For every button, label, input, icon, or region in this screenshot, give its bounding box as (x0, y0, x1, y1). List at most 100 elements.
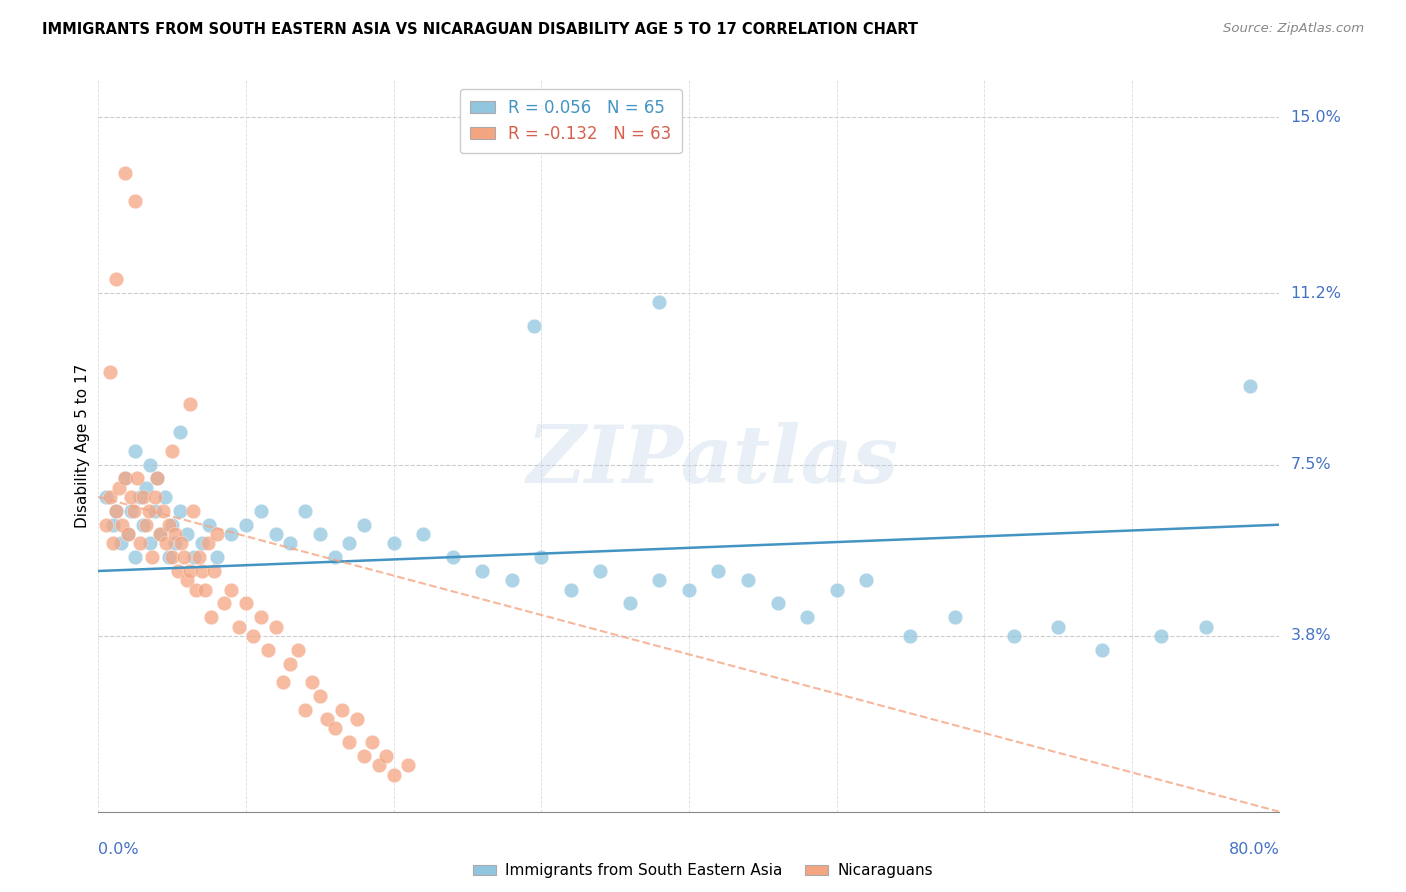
Point (560, 582, 582, 597)
Point (309, 527, 332, 541)
Point (678, 582, 700, 597)
Point (648, 295, 671, 310)
Point (412, 527, 434, 541)
Point (197, 536, 219, 550)
Point (103, 536, 125, 550)
Point (316, 712, 339, 726)
Point (149, 527, 172, 541)
Point (337, 536, 360, 550)
Point (155, 536, 177, 550)
Point (135, 481, 157, 495)
Point (128, 536, 150, 550)
Point (157, 517, 180, 532)
Point (162, 443, 183, 458)
Point (382, 767, 405, 781)
Point (191, 564, 214, 578)
Point (152, 504, 174, 518)
Text: 3.8%: 3.8% (1291, 628, 1331, 643)
Point (278, 536, 302, 550)
Point (194, 582, 217, 597)
Point (146, 471, 169, 485)
Point (170, 536, 193, 550)
Text: ZIPatlas: ZIPatlas (526, 422, 898, 500)
Point (337, 735, 360, 749)
Point (139, 536, 162, 550)
Point (200, 610, 222, 624)
Point (108, 481, 131, 495)
Point (162, 550, 183, 565)
Point (179, 397, 201, 411)
Legend: R = 0.056   N = 65, R = -0.132   N = 63: R = 0.056 N = 65, R = -0.132 N = 63 (460, 88, 682, 153)
Point (169, 425, 191, 439)
Point (589, 564, 612, 578)
Point (441, 550, 464, 565)
Point (212, 596, 235, 610)
Point (250, 610, 273, 624)
Point (294, 703, 316, 717)
Text: 15.0%: 15.0% (1291, 110, 1341, 125)
Point (124, 194, 146, 208)
Text: IMMIGRANTS FROM SOUTH EASTERN ASIA VS NICARAGUAN DISABILITY AGE 5 TO 17 CORRELAT: IMMIGRANTS FROM SOUTH EASTERN ASIA VS NI… (42, 22, 918, 37)
Point (98, 490, 121, 504)
Point (707, 564, 730, 578)
Point (471, 564, 494, 578)
Point (114, 471, 136, 485)
Point (165, 527, 187, 541)
Point (122, 504, 145, 518)
Point (396, 758, 419, 772)
Point (114, 471, 136, 485)
Point (375, 749, 398, 764)
Point (235, 596, 257, 610)
Text: 0.0%: 0.0% (98, 842, 139, 857)
Point (162, 517, 183, 532)
Point (250, 504, 273, 518)
Point (219, 527, 242, 541)
Point (117, 527, 139, 541)
Point (301, 675, 323, 690)
Point (187, 550, 209, 565)
Point (138, 504, 160, 518)
Point (167, 564, 190, 578)
Point (124, 550, 146, 565)
Point (135, 517, 157, 532)
Point (139, 458, 162, 472)
Point (183, 550, 205, 565)
Point (323, 722, 346, 736)
Point (98, 365, 121, 379)
Point (165, 536, 187, 550)
Text: Source: ZipAtlas.com: Source: ZipAtlas.com (1223, 22, 1364, 36)
Point (132, 490, 155, 504)
Point (179, 564, 201, 578)
Point (523, 318, 546, 333)
Point (110, 536, 132, 550)
Point (132, 517, 155, 532)
Point (825, 582, 848, 597)
Point (619, 596, 641, 610)
Point (235, 517, 257, 532)
Point (117, 527, 139, 541)
Point (146, 471, 169, 485)
Point (128, 490, 150, 504)
Point (205, 550, 228, 565)
Point (198, 517, 221, 532)
Point (111, 517, 134, 532)
Point (141, 550, 163, 565)
Point (173, 550, 195, 565)
Point (105, 272, 128, 286)
Point (157, 550, 180, 565)
Point (1239, 379, 1261, 393)
Point (1195, 619, 1218, 633)
Point (501, 574, 523, 588)
Point (330, 703, 353, 717)
Point (1046, 619, 1069, 633)
Point (125, 471, 148, 485)
Point (202, 564, 225, 578)
Point (943, 610, 966, 624)
Point (176, 574, 198, 588)
Point (94, 490, 117, 504)
Point (855, 574, 877, 588)
Point (1091, 642, 1114, 657)
Point (149, 527, 172, 541)
Point (242, 629, 264, 643)
Point (1002, 629, 1025, 643)
